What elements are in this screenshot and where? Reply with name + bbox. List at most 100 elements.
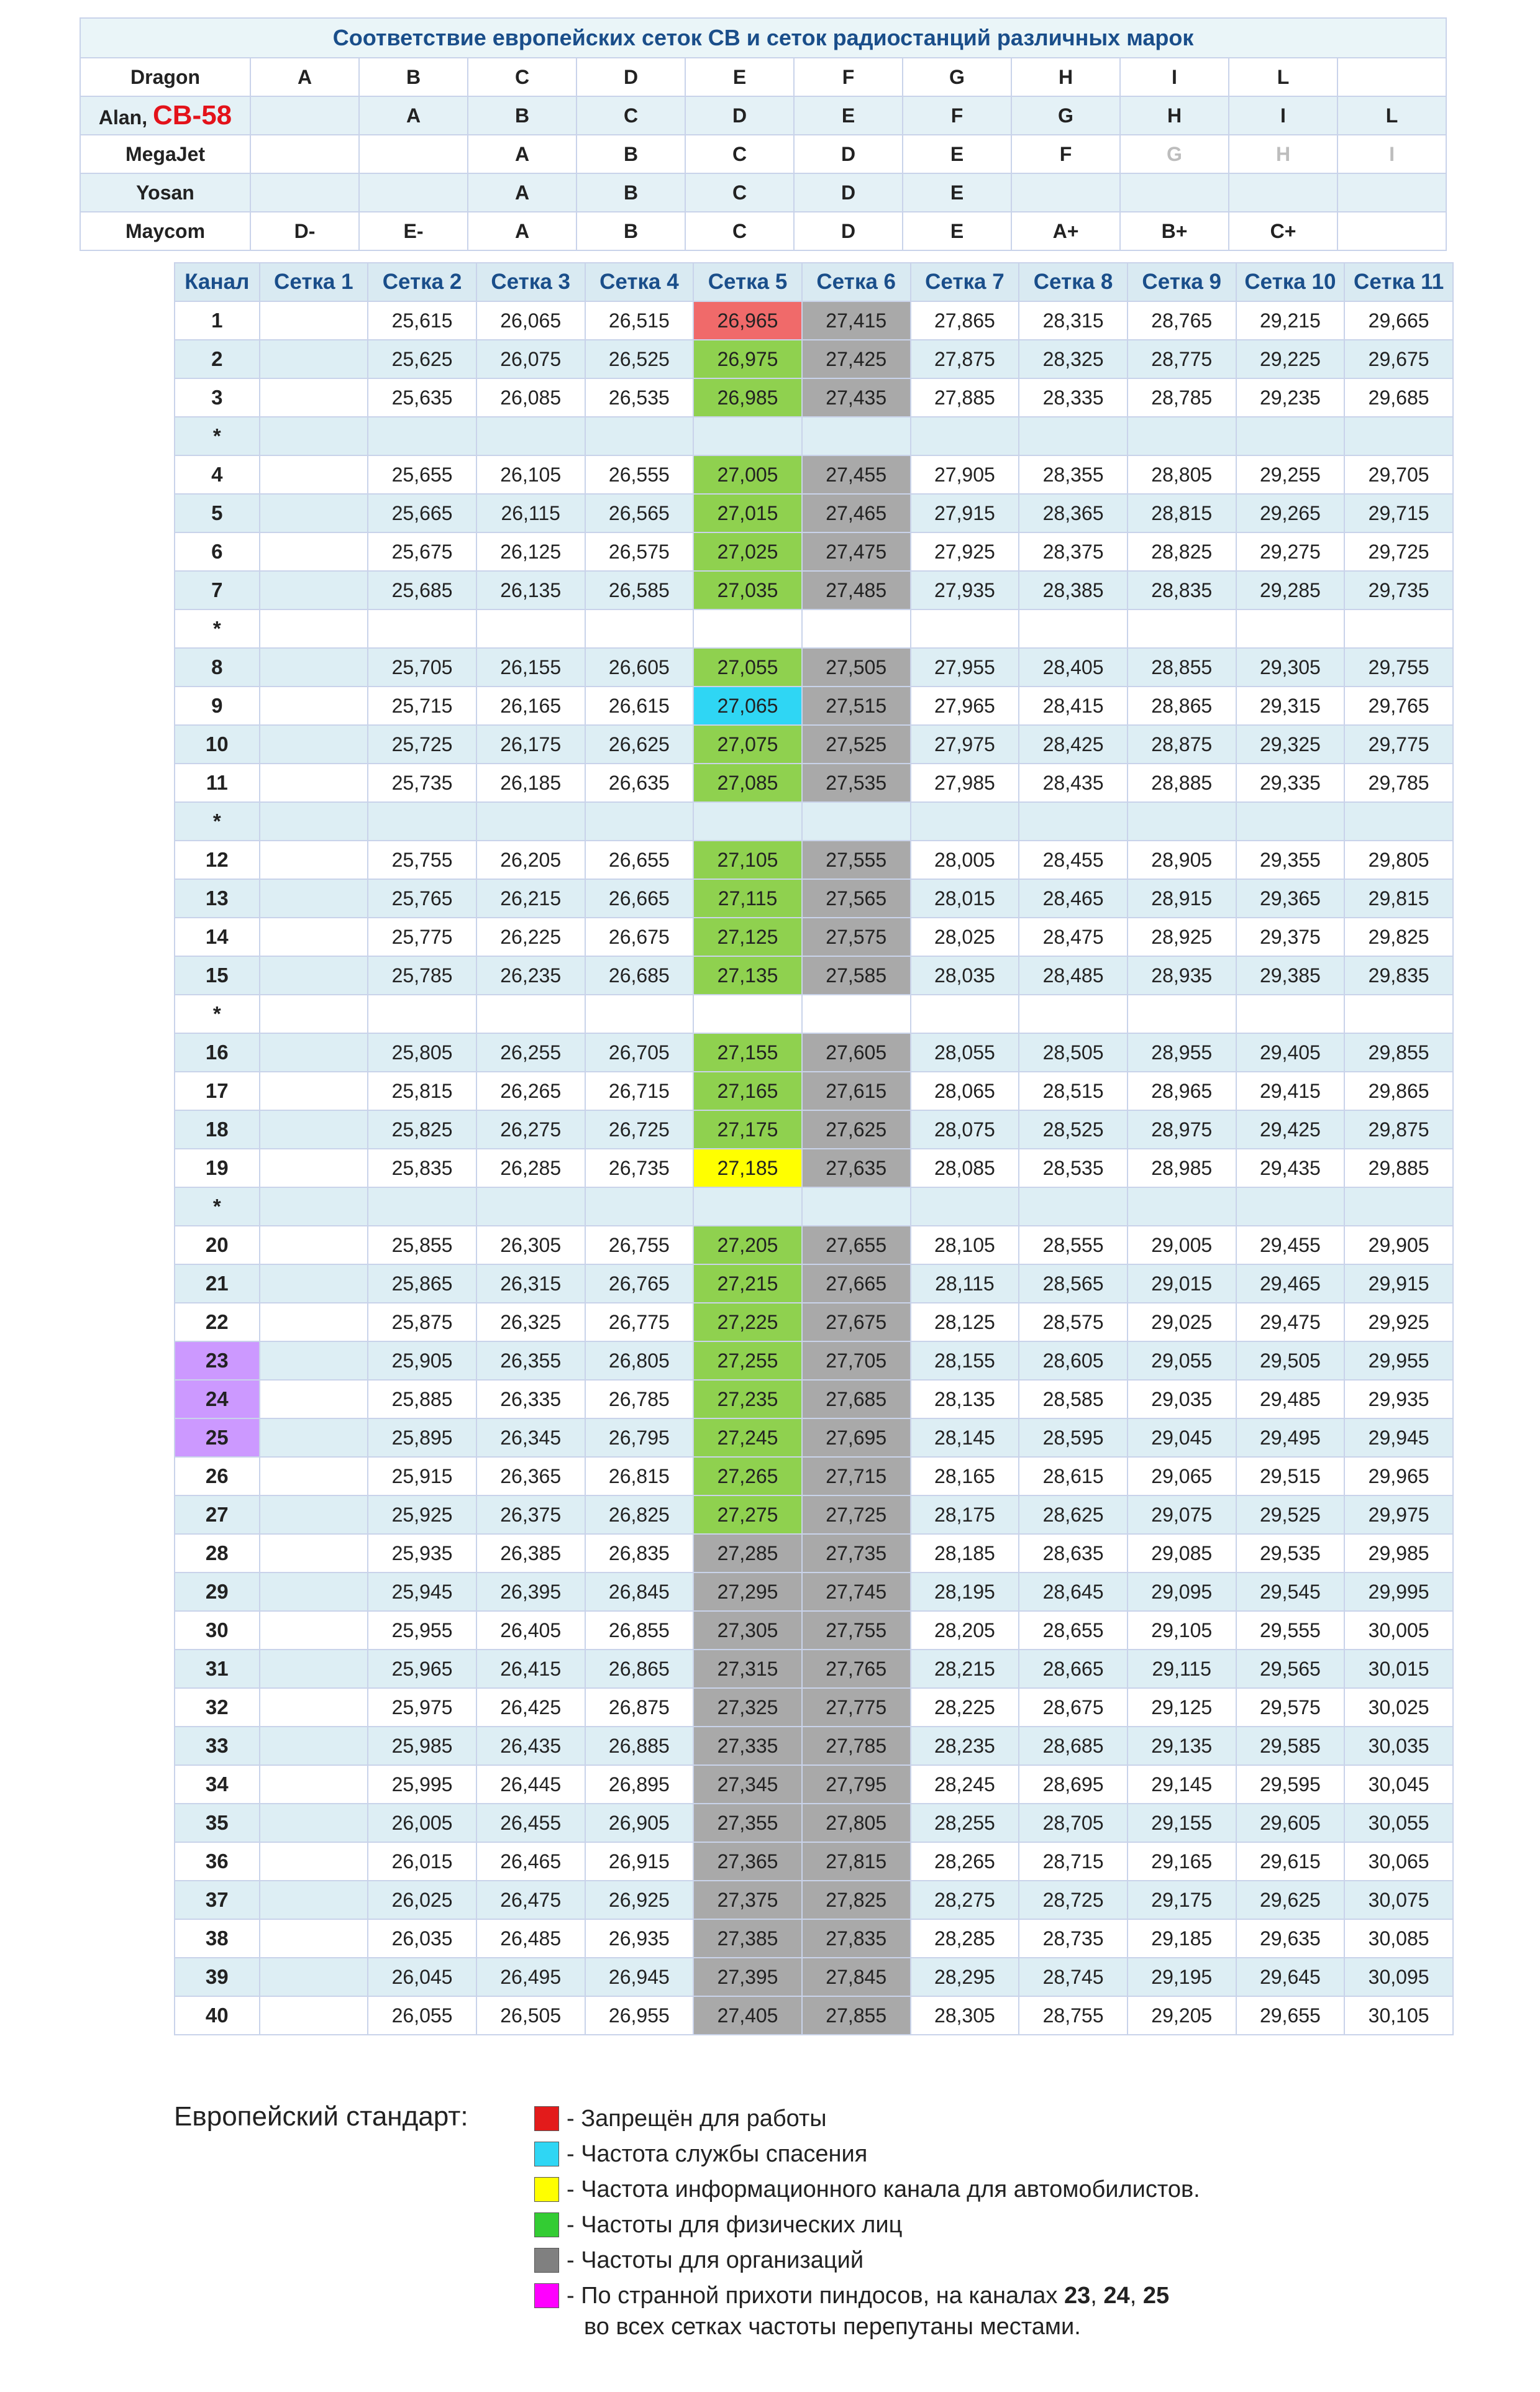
frequency-cell: 26,495 [475,1957,586,1997]
frequency-cell: 26,325 [475,1302,586,1342]
frequency-cell: 25,955 [367,1610,477,1650]
frequency-cell [475,416,586,456]
frequency-cell: 29,785 [1344,763,1454,803]
frequency-cell: 30,105 [1344,1996,1454,2035]
frequency-cell: 29,105 [1126,1610,1237,1650]
frequency-cell: 28,785 [1126,378,1237,418]
frequency-cell: 26,585 [584,570,695,610]
frequency-cell: 26,445 [475,1764,586,1804]
brand-grid-letter: E [902,211,1012,251]
frequency-cell [258,1996,369,2035]
frequency-cell: 29,505 [1235,1341,1346,1381]
channel-number: 38 [174,1919,260,1958]
frequency-cell: 26,805 [584,1341,695,1381]
brand-name: Alan, CB-58 [80,96,251,135]
channel-number: 40 [174,1996,260,2035]
channel-number: 39 [174,1957,260,1997]
frequency-cell [258,917,369,957]
frequency-cell: 28,185 [909,1533,1020,1573]
grid-header-row: Канал Сетка 1 Сетка 2 Сетка 3 Сетка 4 Сетка 5… [174,262,1454,302]
channel-frequency-table: Канал Сетка 1 Сетка 2 Сетка 3 Сетка 4 Сетка 5… [174,262,1454,2035]
legend-continuation: во всех сетках частоты перепутаны местам… [584,2314,1081,2340]
brand-name: Maycom [80,211,251,251]
channel-number: 19 [174,1148,260,1188]
legend-swatch-yellow [534,2177,559,2202]
frequency-cell: 26,165 [475,686,586,726]
frequency-cell [258,1456,369,1496]
brand-row: Maycom D- E- A B C D E A+ B+ C+ [80,211,1447,251]
column-header: Сетка 3 [475,262,586,302]
frequency-cell: 27,355 [693,1803,803,1843]
legend-swatch-red [534,2106,559,2131]
frequency-cell [1344,416,1454,456]
channel-row: 40 26,055 26,505 26,955 27,405 27,855 28,305 28… [174,1996,1454,2035]
channel-row: 37 26,025 26,475 26,925 27,375 27,825 28,275 28… [174,1880,1454,1920]
frequency-cell: 26,765 [584,1264,695,1303]
brand-grid-letter: C+ [1228,211,1338,251]
frequency-cell: 28,405 [1018,647,1128,687]
frequency-cell: 26,755 [584,1225,695,1265]
legend-text: - Частоты для физических лиц [567,2211,903,2238]
frequency-cell: 28,035 [909,956,1020,995]
frequency-cell [584,994,695,1034]
frequency-cell [1344,994,1454,1034]
frequency-cell [258,1148,369,1188]
frequency-cell: 28,005 [909,840,1020,880]
frequency-cell: 28,835 [1126,570,1237,610]
frequency-cell: 27,805 [801,1803,911,1843]
frequency-cell: 26,705 [584,1033,695,1072]
frequency-cell [258,1803,369,1843]
frequency-cell: 28,355 [1018,455,1128,495]
brand-grid-letter [250,96,360,135]
frequency-cell: 26,315 [475,1264,586,1303]
frequency-cell: 29,055 [1126,1341,1237,1381]
column-header: Сетка 6 [801,262,911,302]
frequency-cell [258,1033,369,1072]
legend: Европейский стандарт: - Запрещён для раб… [174,2095,1478,2356]
channel-number: 9 [174,686,260,726]
frequency-cell: 26,025 [367,1880,477,1920]
frequency-cell: 26,355 [475,1341,586,1381]
frequency-cell: 25,715 [367,686,477,726]
frequency-cell: 28,435 [1018,763,1128,803]
channel-row: 16 25,805 26,255 26,705 27,155 27,605 28,055 28… [174,1033,1454,1072]
frequency-cell: 27,225 [693,1302,803,1342]
frequency-cell: 29,965 [1344,1456,1454,1496]
channel-number: 34 [174,1764,260,1804]
brand-grid-letter: G [1119,134,1229,174]
frequency-cell: 26,285 [475,1148,586,1188]
frequency-cell: 28,105 [909,1225,1020,1265]
frequency-cell: 26,505 [475,1996,586,2035]
frequency-cell: 28,175 [909,1495,1020,1535]
channel-number: 14 [174,917,260,957]
frequency-cell: 25,735 [367,763,477,803]
channel-number: 21 [174,1264,260,1303]
frequency-cell: 28,715 [1018,1842,1128,1881]
brand-name: Dragon [80,57,251,97]
frequency-cell: 26,555 [584,455,695,495]
frequency-cell: 29,085 [1126,1533,1237,1573]
frequency-cell [258,1842,369,1881]
frequency-cell: 25,775 [367,917,477,957]
frequency-cell: 28,915 [1126,879,1237,918]
frequency-cell: 28,875 [1126,724,1237,764]
brand-grid-letter: D [793,173,903,212]
frequency-cell: 26,615 [584,686,695,726]
frequency-cell [258,1379,369,1419]
frequency-cell: 29,015 [1126,1264,1237,1303]
frequency-cell: 28,755 [1018,1996,1128,2035]
frequency-cell [801,801,911,841]
frequency-cell: 25,705 [367,647,477,687]
frequency-cell: 26,535 [584,378,695,418]
frequency-cell: 26,185 [475,763,586,803]
channel-row: 24 25,885 26,335 26,785 27,235 27,685 28,135 28… [174,1379,1454,1419]
frequency-cell: 27,255 [693,1341,803,1381]
frequency-cell: 26,865 [584,1649,695,1689]
frequency-cell: 29,485 [1235,1379,1346,1419]
frequency-cell: 26,975 [693,339,803,379]
frequency-cell: 28,975 [1126,1110,1237,1149]
brand-grid-letter: A+ [1011,211,1121,251]
brand-grid-letter: B [467,96,577,135]
frequency-cell: 27,315 [693,1649,803,1689]
frequency-cell: 26,015 [367,1842,477,1881]
